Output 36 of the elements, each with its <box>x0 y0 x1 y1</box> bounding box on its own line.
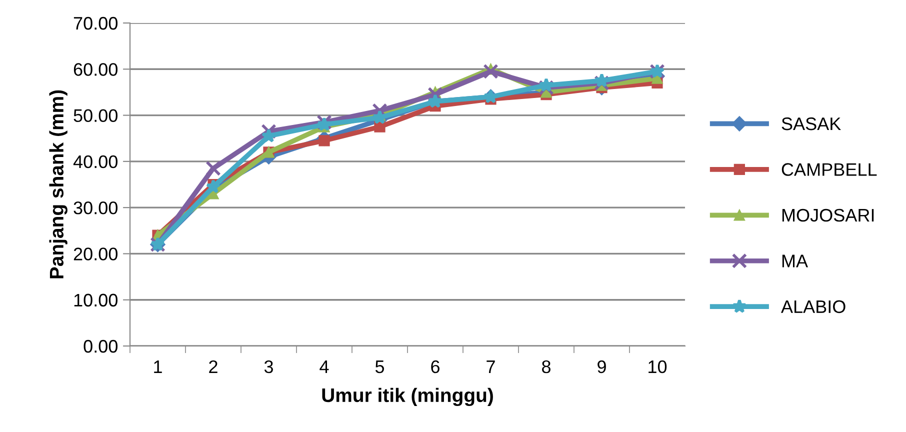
y-tick-label: 0.00 <box>84 340 118 353</box>
x-tick-label: 8 <box>542 360 550 374</box>
x-axis-title: Umur itik (minggu) <box>322 388 493 406</box>
y-tick-label: 40.00 <box>73 155 118 168</box>
x-tick-label: 9 <box>598 360 606 374</box>
x-tick-label: 7 <box>486 360 495 373</box>
y-tick-label: 20.00 <box>74 248 118 260</box>
x-tick-label: 3 <box>264 360 273 374</box>
point <box>318 135 330 146</box>
legend-label: CAMPBELL <box>782 163 877 176</box>
legend-label: MA <box>782 254 808 268</box>
x-tick-label: 4 <box>320 360 329 373</box>
x-tick-label: 5 <box>375 360 384 374</box>
legend-label: ALABIO <box>781 300 846 314</box>
legend-label: MOJOSARI <box>782 208 874 222</box>
y-axis-title: Panjang shank (mm) <box>49 90 68 278</box>
point <box>538 78 554 92</box>
y-tick-label: 10.00 <box>74 294 118 307</box>
x-tick-label: 6 <box>431 360 440 374</box>
point <box>261 124 276 140</box>
point <box>594 73 610 88</box>
y-tick-label: 50.00 <box>74 109 118 122</box>
y-tick-label: 60.00 <box>74 63 118 76</box>
x-tick-label: 2 <box>209 360 218 373</box>
x-tick-label: 1 <box>154 360 162 373</box>
point <box>374 121 386 132</box>
point <box>428 86 443 102</box>
point <box>538 80 554 96</box>
point <box>594 75 610 91</box>
y-tick-label: 70.00 <box>74 16 118 30</box>
legend-label: SASAK <box>782 117 841 130</box>
x-tick-label: 10 <box>648 360 667 374</box>
y-tick-label: 30.00 <box>74 202 118 214</box>
point <box>206 179 221 194</box>
point <box>483 64 498 80</box>
point <box>206 160 221 176</box>
